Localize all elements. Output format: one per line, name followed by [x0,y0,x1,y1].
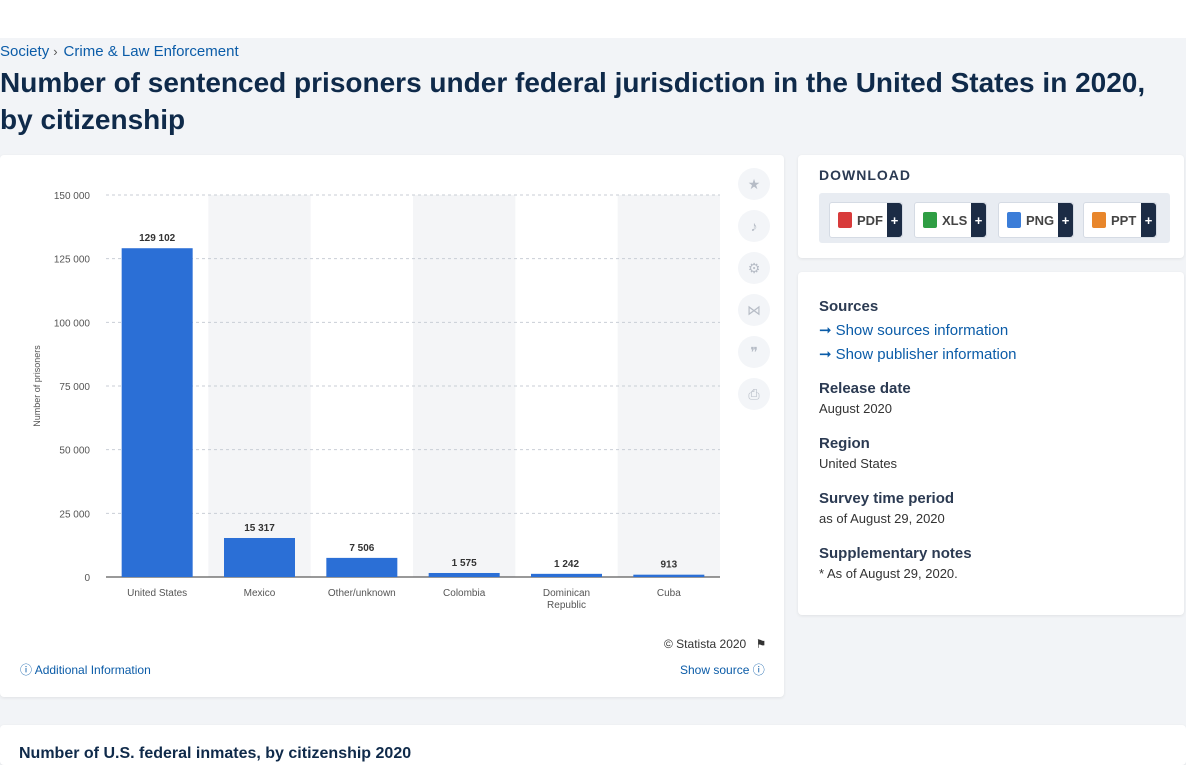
ppt-label: PPT [1111,212,1137,228]
info-icon: ⓘ [20,663,33,677]
download-pdf-button[interactable]: PDF + [829,202,903,238]
x-tick-label: Colombia [443,588,486,599]
column-band [617,195,720,577]
release-date-block: Release date August 2020 [819,380,911,416]
show-publisher-link[interactable]: ➞ Show publisher information [819,345,1017,363]
supplementary-notes-value: * As of August 29, 2020. [819,566,958,581]
info-icon: ⓘ [752,663,765,677]
supplementary-notes-label: Supplementary notes [819,545,972,562]
plus-icon: + [971,203,986,237]
bell-icon[interactable]: ♪ [738,210,770,242]
related-card [0,725,1186,765]
plus-icon: + [1141,203,1156,237]
supplementary-notes-block: Supplementary notes * As of August 29, 2… [819,545,972,581]
additional-info-link[interactable]: ⓘ Additional Information [20,661,151,678]
png-label: PNG [1026,212,1055,228]
column-band [413,195,516,577]
flag-icon[interactable]: ⚑ [755,637,767,651]
release-date-value: August 2020 [819,401,893,416]
y-tick-label: 50 000 [59,446,90,457]
y-tick-label: 0 [84,573,90,584]
y-axis-label: Number of prisoners [32,345,42,427]
sources-heading: Sources [819,298,878,315]
png-file-icon [1007,212,1021,228]
survey-period-block: Survey time period as of August 29, 2020 [819,490,954,526]
xls-file-icon [923,212,937,228]
xls-label: XLS [942,212,968,228]
region-value: United States [819,456,898,471]
credit-text: © Statista 2020 [664,637,747,651]
bar [531,573,602,577]
download-title: DOWNLOAD [819,167,911,183]
survey-period-value: as of August 29, 2020 [819,511,945,526]
x-tick-label: Mexico [244,588,276,599]
bar [121,248,193,577]
y-tick-label: 75 000 [59,382,90,393]
region-label: Region [819,435,870,452]
ppt-file-icon [1092,212,1106,228]
x-tick-label: United States [127,588,187,599]
top-band [0,0,1186,38]
chevron-right-icon: › [53,44,58,59]
show-publisher-label: Show publisher information [835,346,1017,363]
data-label: 7 506 [349,543,374,554]
y-tick-label: 150 000 [54,191,91,202]
sources-heading-text: Sources [819,298,879,315]
show-sources-link[interactable]: ➞ Show sources information [819,321,1008,339]
pdf-file-icon [838,212,852,228]
additional-info-label: Additional Information [34,663,151,677]
x-tick-label: Other/unknown [328,588,396,599]
data-label: 1 242 [554,559,579,570]
arrow-right-icon: ➞ [819,346,832,363]
breadcrumb: Society › Crime & Law Enforcement [0,43,239,60]
data-label: 1 575 [452,558,477,569]
related-title: Number of U.S. federal inmates, by citiz… [19,745,412,762]
breadcrumb-link-society[interactable]: Society [0,43,50,60]
share-icon[interactable]: ⋈ [738,294,770,326]
show-source-link[interactable]: Show source ⓘ [680,661,765,678]
star-icon[interactable]: ★ [738,168,770,200]
data-label: 15 317 [244,523,275,534]
x-tick-label: Cuba [657,588,681,599]
region-block: Region United States [819,435,897,471]
x-tick-label: Republic [547,600,586,611]
download-png-button[interactable]: PNG + [998,202,1074,238]
y-tick-label: 25 000 [59,509,90,520]
pdf-label: PDF [857,212,883,228]
print-icon[interactable]: ⎙ [738,378,770,410]
y-tick-label: 100 000 [54,318,91,329]
bar-chart: 0 25 000 50 000 75 000 100 000 125 000 150 000… [32,191,720,611]
download-ppt-button[interactable]: PPT + [1083,202,1157,238]
page-title: Number of sentenced prisoners under fede… [0,67,1146,135]
release-date-label: Release date [819,380,911,397]
show-sources-label: Show sources information [835,322,1009,339]
y-tick-label: 125 000 [54,255,91,266]
bar [633,574,705,577]
data-label: 129 102 [139,233,176,244]
bar [326,557,398,577]
info-card [798,272,1184,615]
breadcrumb-link-crime[interactable]: Crime & Law Enforcement [63,43,239,60]
download-xls-button[interactable]: XLS + [914,202,987,238]
gear-icon[interactable]: ⚙ [738,252,770,284]
show-source-label: Show source [680,663,750,677]
chart-toolbar: ★ ♪ ⚙ ⋈ ❞ ⎙ [738,168,772,420]
plus-icon: + [1058,203,1073,237]
bar [224,537,295,577]
arrow-right-icon: ➞ [819,322,832,339]
x-tick-label: Dominican [543,588,590,599]
survey-period-label: Survey time period [819,490,955,507]
quote-icon[interactable]: ❞ [738,336,770,368]
statista-credit: © Statista 2020 ⚑ [664,637,766,651]
data-label: 913 [660,560,677,571]
column-band [208,195,311,577]
plus-icon: + [887,203,902,237]
bar [428,572,500,577]
